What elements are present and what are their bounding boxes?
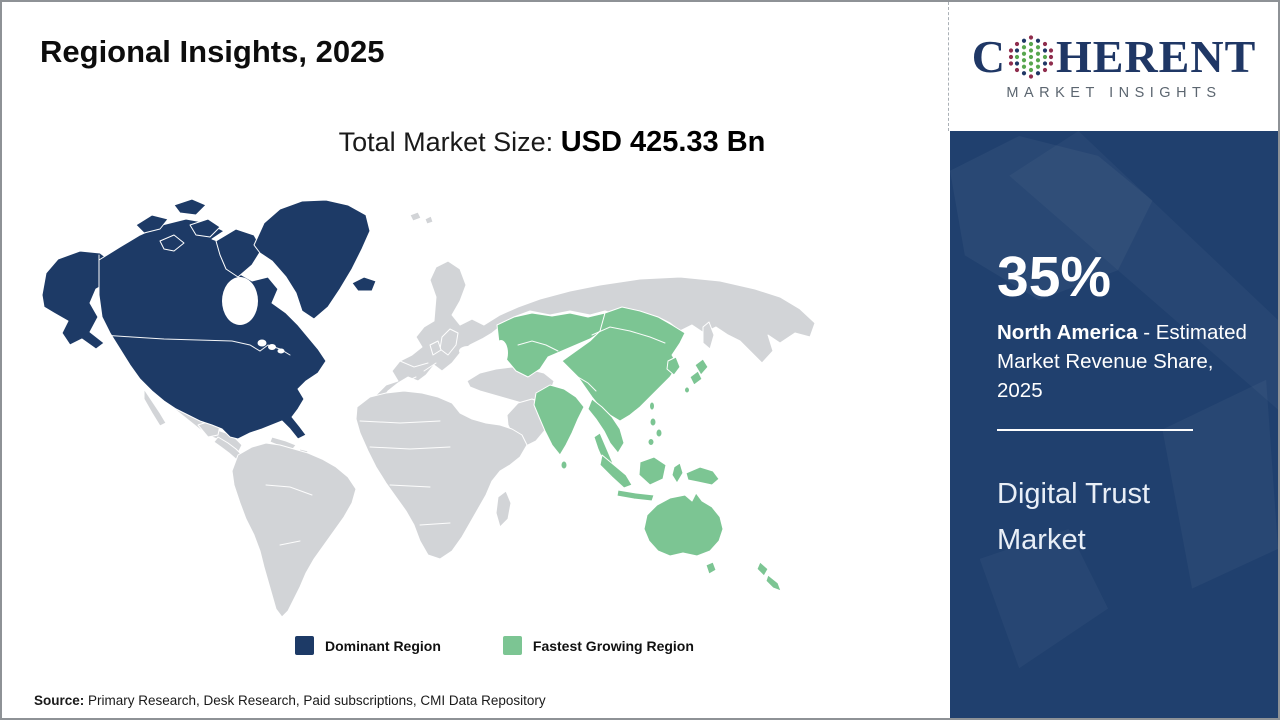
market-name: Digital Trust Market — [997, 478, 1151, 556]
legend-swatch-fastest-growing — [502, 636, 522, 655]
legend-item-fastest-growing: Fastest Growing Region — [502, 636, 694, 655]
company-logo: C HERENT MARKET INSIGHTS — [950, 2, 1278, 131]
world-map — [40, 185, 820, 630]
map-legend: Dominant Region Fastest Growing Region — [295, 636, 694, 655]
legend-swatch-dominant — [295, 636, 314, 655]
logo-tagline: MARKET INSIGHTS — [1006, 84, 1222, 101]
share-description-text: - Estimated Market Revenue Share, 2025 — [997, 321, 1247, 402]
logo-separator-dashed-line — [948, 2, 949, 131]
south-america-borders — [265, 484, 313, 546]
panel-divider — [997, 429, 1193, 431]
us-canada-border-line — [101, 334, 291, 356]
source-line: Source: Primary Research, Desk Research,… — [34, 693, 546, 708]
panel-map-watermark — [950, 135, 1278, 589]
india-china-border-line — [577, 376, 597, 392]
source-label: Source: — [34, 693, 85, 708]
legend-item-dominant: Dominant Region — [295, 636, 441, 655]
central-asia-border-line — [517, 340, 559, 352]
europe-borders — [387, 360, 437, 392]
africa-borders — [359, 420, 451, 526]
total-market-size-label: Total Market Size: — [338, 127, 561, 157]
region-north-america — [41, 198, 377, 440]
page-title: Regional Insights, 2025 — [40, 34, 385, 69]
region-asia-pacific — [496, 306, 782, 592]
logo-text-prefix: C — [971, 30, 1006, 82]
logo-text-suffix: HERENT — [1055, 30, 1257, 82]
highlight-panel: 35% North America - Estimated Market Rev… — [950, 131, 1278, 718]
legend-label-dominant: Dominant Region — [325, 637, 441, 654]
share-description: North America - Estimated Market Revenue… — [997, 318, 1259, 405]
legend-label-fastest-growing: Fastest Growing Region — [532, 637, 694, 654]
globe-dots-icon — [1008, 34, 1054, 79]
total-market-size-value: USD 425.33 Bn — [560, 126, 766, 158]
world-map-svg — [41, 198, 816, 618]
share-region: North America — [997, 321, 1144, 344]
caspian-sea — [494, 340, 508, 366]
region-rest-of-world — [143, 211, 816, 618]
logo-wordmark: C HERENT — [972, 33, 1257, 81]
source-text: Primary Research, Desk Research, Paid su… — [84, 693, 546, 708]
panel-content: 35% North America - Estimated Market Rev… — [997, 249, 1259, 563]
black-sea — [459, 346, 477, 356]
share-value: 35% — [997, 245, 1112, 309]
total-market-size: Total Market Size: USD 425.33 Bn — [152, 126, 952, 159]
mongolia-border-line — [591, 326, 666, 344]
